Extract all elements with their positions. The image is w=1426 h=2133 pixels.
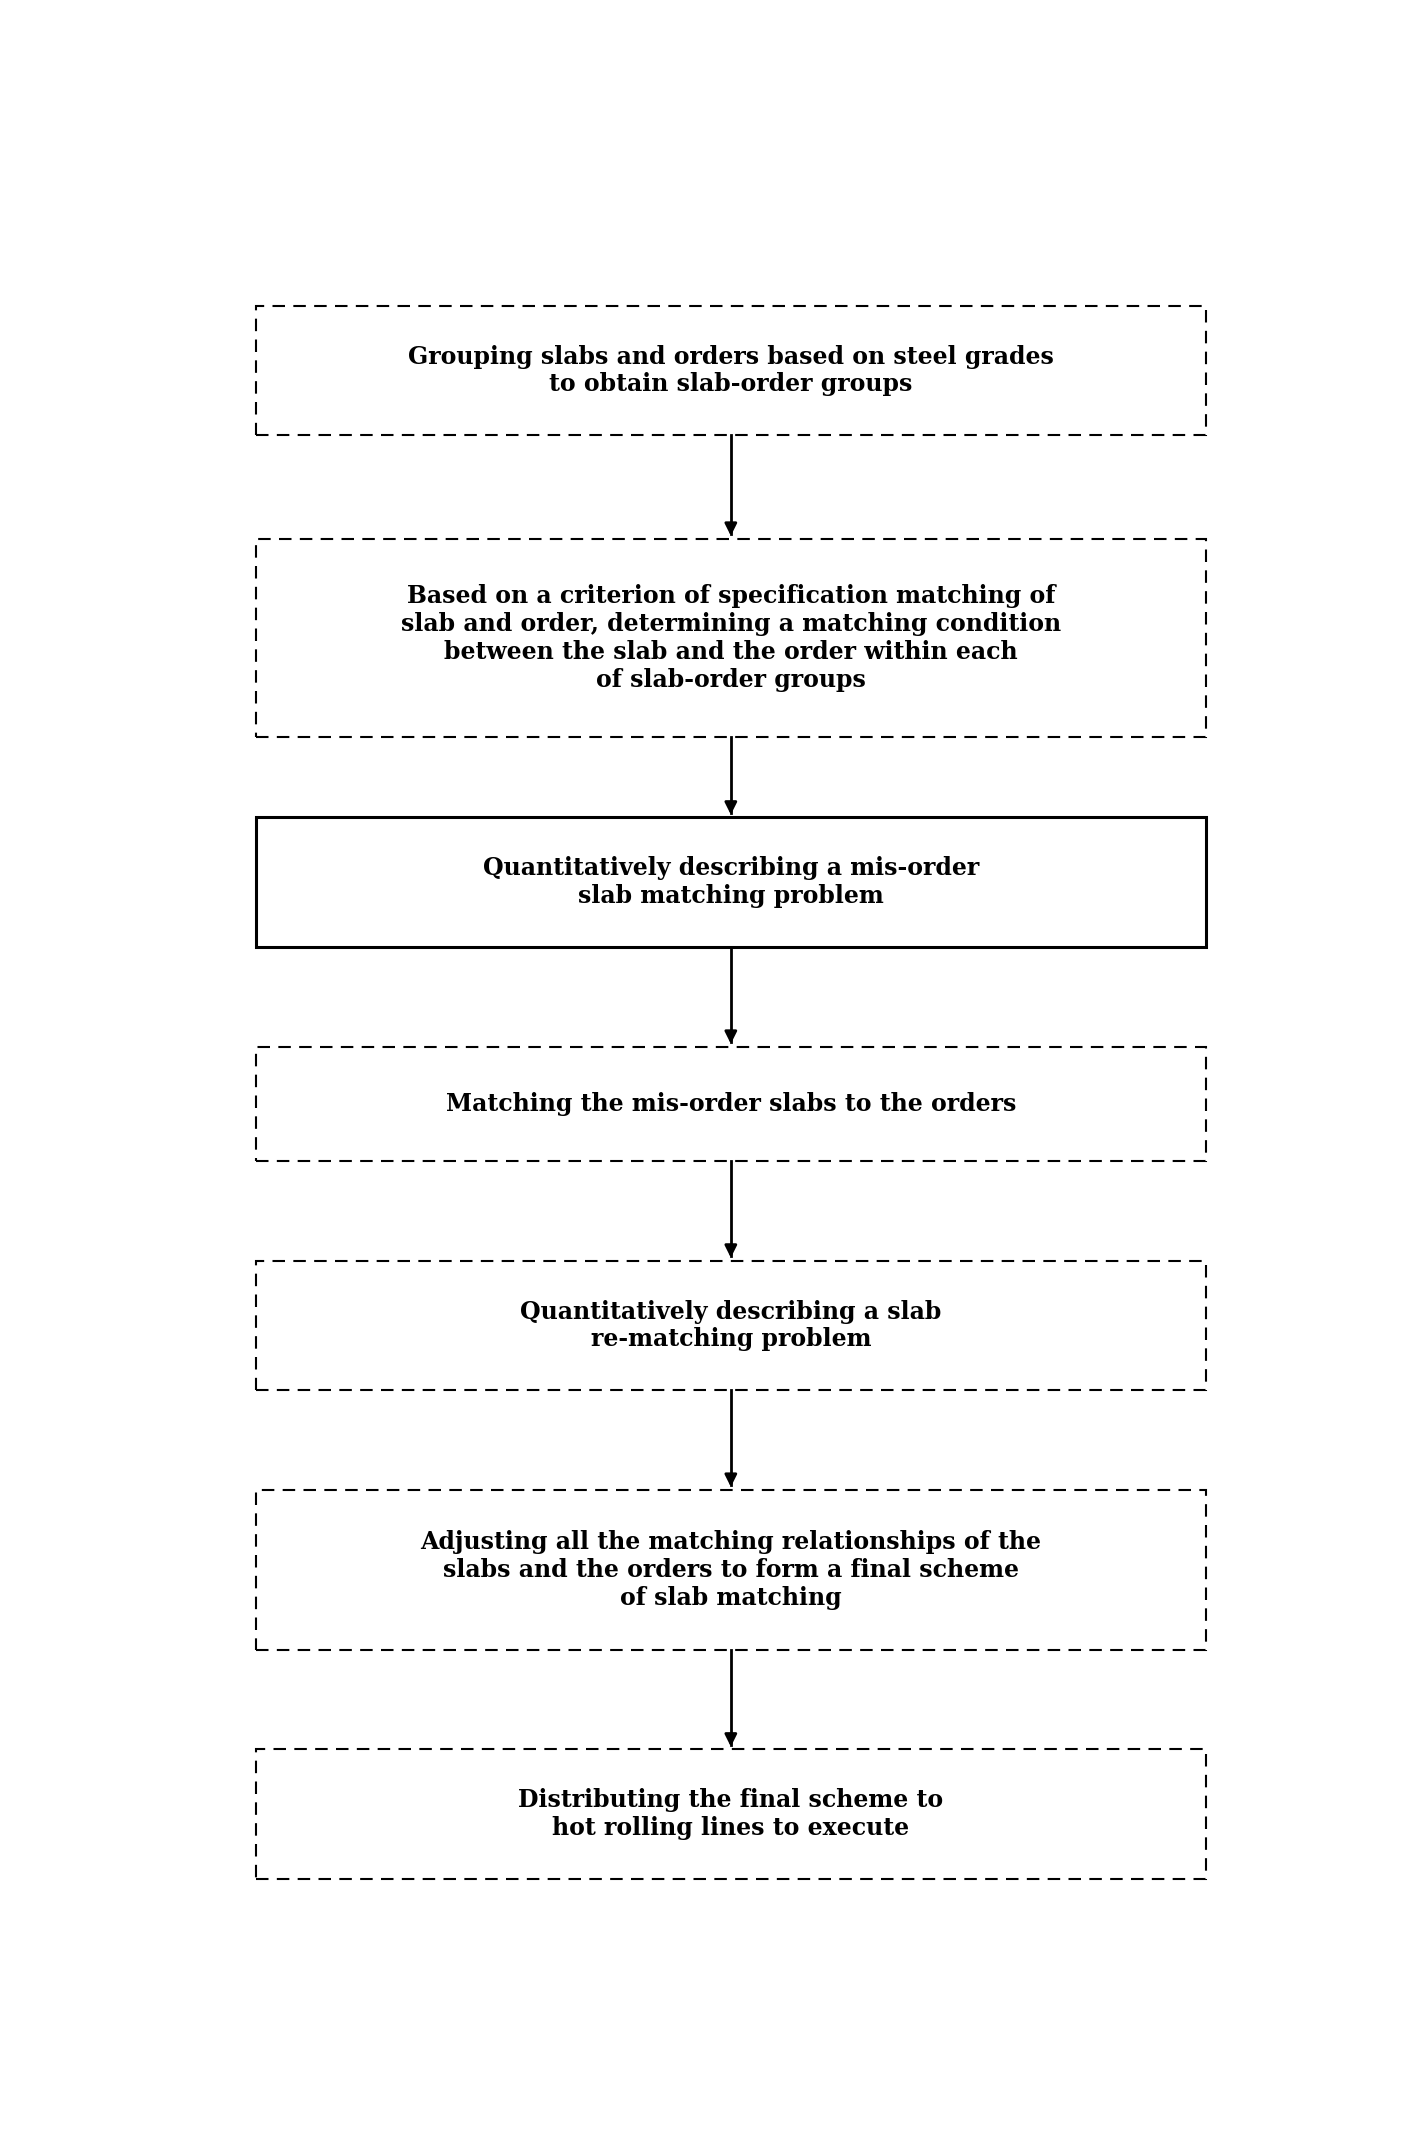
Bar [255, 1261, 1206, 1391]
Text: Grouping slabs and orders based on steel grades
to obtain slab-order groups: Grouping slabs and orders based on steel… [408, 346, 1054, 397]
Bar [255, 1749, 1206, 1879]
Bar [255, 817, 1206, 947]
Text: Adjusting all the matching relationships of the
slabs and the orders to form a f: Adjusting all the matching relationships… [421, 1529, 1041, 1610]
Bar [255, 1489, 1206, 1651]
Text: Matching the mis-order slabs to the orders: Matching the mis-order slabs to the orde… [446, 1092, 1015, 1116]
Bar [255, 1047, 1206, 1160]
Bar [255, 305, 1206, 435]
Text: Quantitatively describing a mis-order
slab matching problem: Quantitatively describing a mis-order sl… [482, 857, 980, 909]
Text: Quantitatively describing a slab
re-matching problem: Quantitatively describing a slab re-matc… [520, 1299, 941, 1352]
Bar [255, 540, 1206, 738]
Text: Based on a criterion of specification matching of
slab and order, determining a : Based on a criterion of specification ma… [401, 584, 1061, 691]
Text: Distributing the final scheme to
hot rolling lines to execute: Distributing the final scheme to hot rol… [518, 1787, 944, 1841]
